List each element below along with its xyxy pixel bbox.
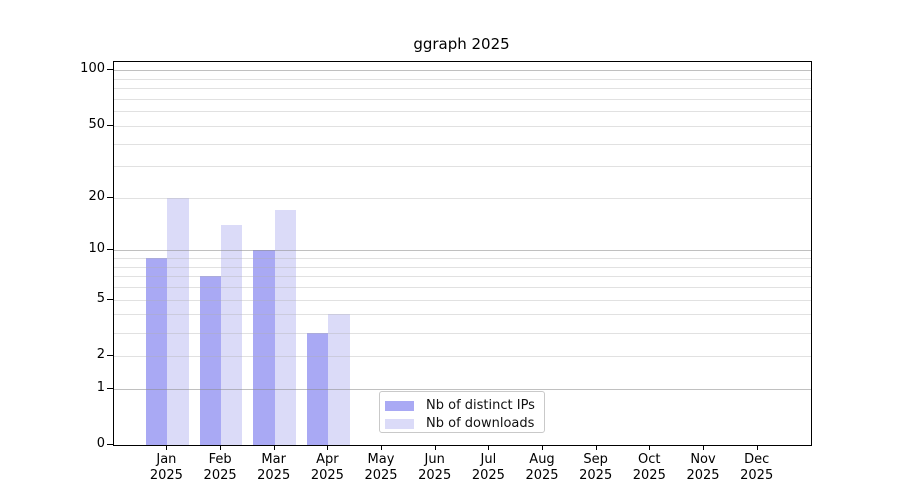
x-label-year: 2025 — [740, 468, 774, 483]
bar-distinct-ips-feb — [199, 276, 222, 445]
x-tick-label-feb: Feb 2025 — [192, 452, 248, 484]
x-tick-label-jun: Jun 2025 — [407, 452, 463, 484]
x-label-month: May — [367, 452, 395, 467]
x-label-month: Mar — [261, 452, 286, 467]
bar-downloads-feb — [221, 225, 243, 445]
x-tick-nov — [703, 445, 704, 450]
y-tick-label-50: 50 — [88, 116, 105, 132]
x-tick-jul — [488, 445, 490, 450]
x-tick-label-sep: Sep 2025 — [568, 452, 624, 484]
x-label-year: 2025 — [257, 468, 291, 483]
x-label-year: 2025 — [579, 468, 613, 483]
x-tick-may — [381, 445, 382, 450]
x-label-year: 2025 — [203, 468, 237, 483]
bar-downloads-mar — [274, 210, 297, 445]
x-label-month: Nov — [690, 452, 716, 467]
y-tick-0 — [107, 444, 113, 445]
x-tick-aug — [542, 445, 543, 450]
x-label-month: Apr — [316, 452, 339, 467]
bar-distinct-ips-jan — [146, 258, 168, 445]
x-tick-feb — [220, 445, 222, 450]
y-tick-5 — [107, 298, 113, 300]
plot-area — [113, 61, 812, 446]
x-label-month: Sep — [583, 452, 608, 467]
x-tick-label-dec: Dec 2025 — [729, 452, 785, 484]
x-tick-oct — [649, 445, 651, 450]
x-label-month: Dec — [744, 452, 770, 467]
y-tick-label-5: 5 — [96, 290, 105, 306]
x-tick-label-oct: Oct 2025 — [621, 452, 677, 484]
x-label-year: 2025 — [364, 468, 398, 483]
legend-swatch-distinct-ips — [385, 401, 414, 411]
bar-distinct-ips-mar — [253, 250, 275, 445]
x-tick-sep — [595, 445, 597, 450]
x-tick-label-mar: Mar 2025 — [246, 452, 302, 484]
bar-distinct-ips-apr — [307, 332, 329, 445]
chart-title: ggraph 2025 — [413, 35, 510, 53]
x-label-month: Aug — [529, 452, 555, 467]
x-tick-label-apr: Apr 2025 — [299, 452, 355, 484]
legend: Nb of distinct IPs Nb of downloads — [379, 391, 545, 433]
x-label-year: 2025 — [525, 468, 559, 483]
x-tick-jan — [166, 445, 168, 450]
legend-row-distinct-ips: Nb of distinct IPs — [385, 399, 544, 413]
legend-label-downloads: Nb of downloads — [426, 416, 535, 431]
bars-layer — [114, 62, 811, 445]
y-tick-10 — [107, 249, 113, 251]
y-tick-label-100: 100 — [80, 61, 105, 77]
legend-row-downloads: Nb of downloads — [385, 417, 544, 431]
x-label-month: Feb — [208, 452, 232, 467]
y-tick-100 — [107, 69, 113, 71]
x-label-month: Jan — [156, 452, 177, 467]
x-tick-label-jan: Jan 2025 — [138, 452, 194, 484]
x-tick-mar — [273, 445, 275, 450]
y-tick-label-0: 0 — [96, 436, 105, 451]
x-label-year: 2025 — [418, 468, 452, 483]
x-tick-apr — [327, 445, 329, 450]
x-label-year: 2025 — [686, 468, 720, 483]
y-tick-label-1: 1 — [96, 379, 105, 395]
x-label-year: 2025 — [471, 468, 505, 483]
x-tick-label-jul: Jul 2025 — [460, 452, 516, 484]
bar-downloads-jan — [167, 197, 189, 445]
x-tick-label-may: May 2025 — [353, 452, 409, 484]
x-tick-label-aug: Aug 2025 — [514, 452, 570, 484]
y-tick-label-20: 20 — [88, 188, 105, 204]
y-tick-label-10: 10 — [88, 241, 105, 257]
x-label-year: 2025 — [632, 468, 666, 483]
x-tick-label-nov: Nov 2025 — [675, 452, 731, 484]
y-tick-label-2: 2 — [96, 346, 105, 362]
bar-downloads-apr — [328, 314, 350, 445]
x-label-year: 2025 — [149, 468, 183, 483]
x-tick-dec — [756, 445, 758, 450]
x-label-month: Jun — [424, 452, 445, 467]
x-label-month: Oct — [638, 452, 661, 467]
x-tick-jun — [434, 445, 436, 450]
y-tick-2 — [107, 354, 113, 356]
y-tick-50 — [107, 124, 113, 126]
y-tick-20 — [107, 196, 113, 198]
legend-label-distinct-ips: Nb of distinct IPs — [426, 398, 535, 413]
x-label-month: Jul — [480, 452, 497, 467]
x-label-year: 2025 — [310, 468, 344, 483]
legend-swatch-downloads — [385, 419, 414, 429]
y-tick-1 — [107, 387, 113, 389]
